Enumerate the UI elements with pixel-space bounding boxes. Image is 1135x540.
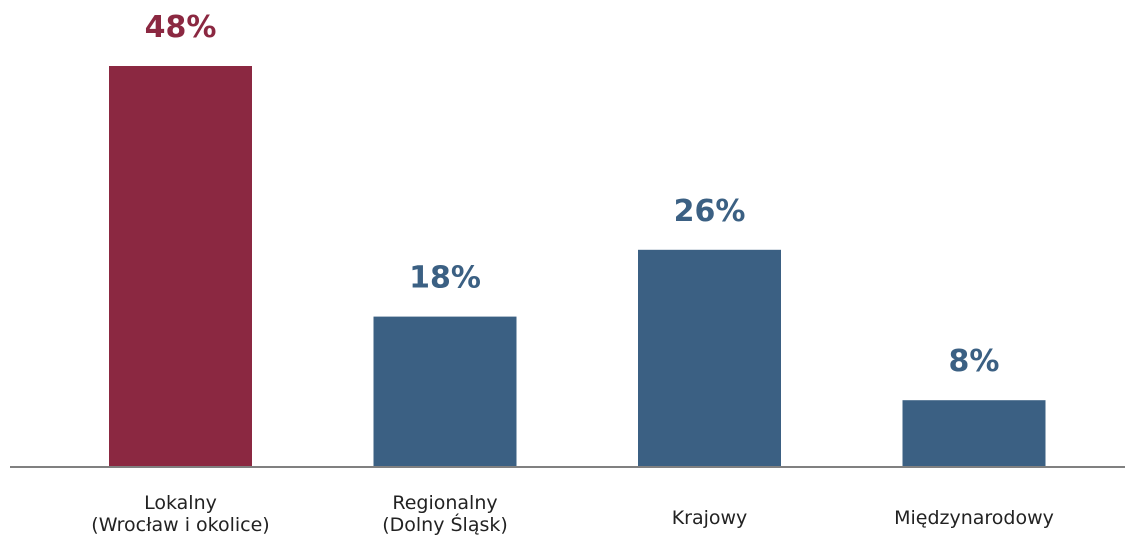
category-label-line: Międzynarodowy [894,507,1054,529]
category-label-line: (Dolny Śląsk) [382,512,508,536]
category-label-line: Lokalny [144,492,217,514]
value-label-1: 18% [409,261,481,296]
category-label-0: Lokalny (Wrocław i okolice) [91,492,269,536]
category-label-line: (Wrocław i okolice) [91,514,269,536]
category-label-line: Krajowy [672,507,748,529]
value-label-0: 48% [145,10,217,45]
category-labels-group: Lokalny (Wrocław i okolice) Regionalny (Dol… [91,492,1054,536]
value-label-3: 8% [949,344,1000,379]
bar-2 [638,249,781,467]
value-labels-group: 48% 18% 26% 8% [145,10,1000,379]
bars-group [109,66,1046,467]
category-label-1: Regionalny (Dolny Śląsk) [382,492,508,536]
category-label-3: Międzynarodowy [894,507,1054,529]
bar-1 [373,316,517,467]
category-label-line: Regionalny [392,492,497,514]
bar-0 [109,66,252,467]
value-label-2: 26% [674,194,746,229]
category-label-2: Krajowy [672,507,748,529]
bar-3 [902,400,1046,467]
